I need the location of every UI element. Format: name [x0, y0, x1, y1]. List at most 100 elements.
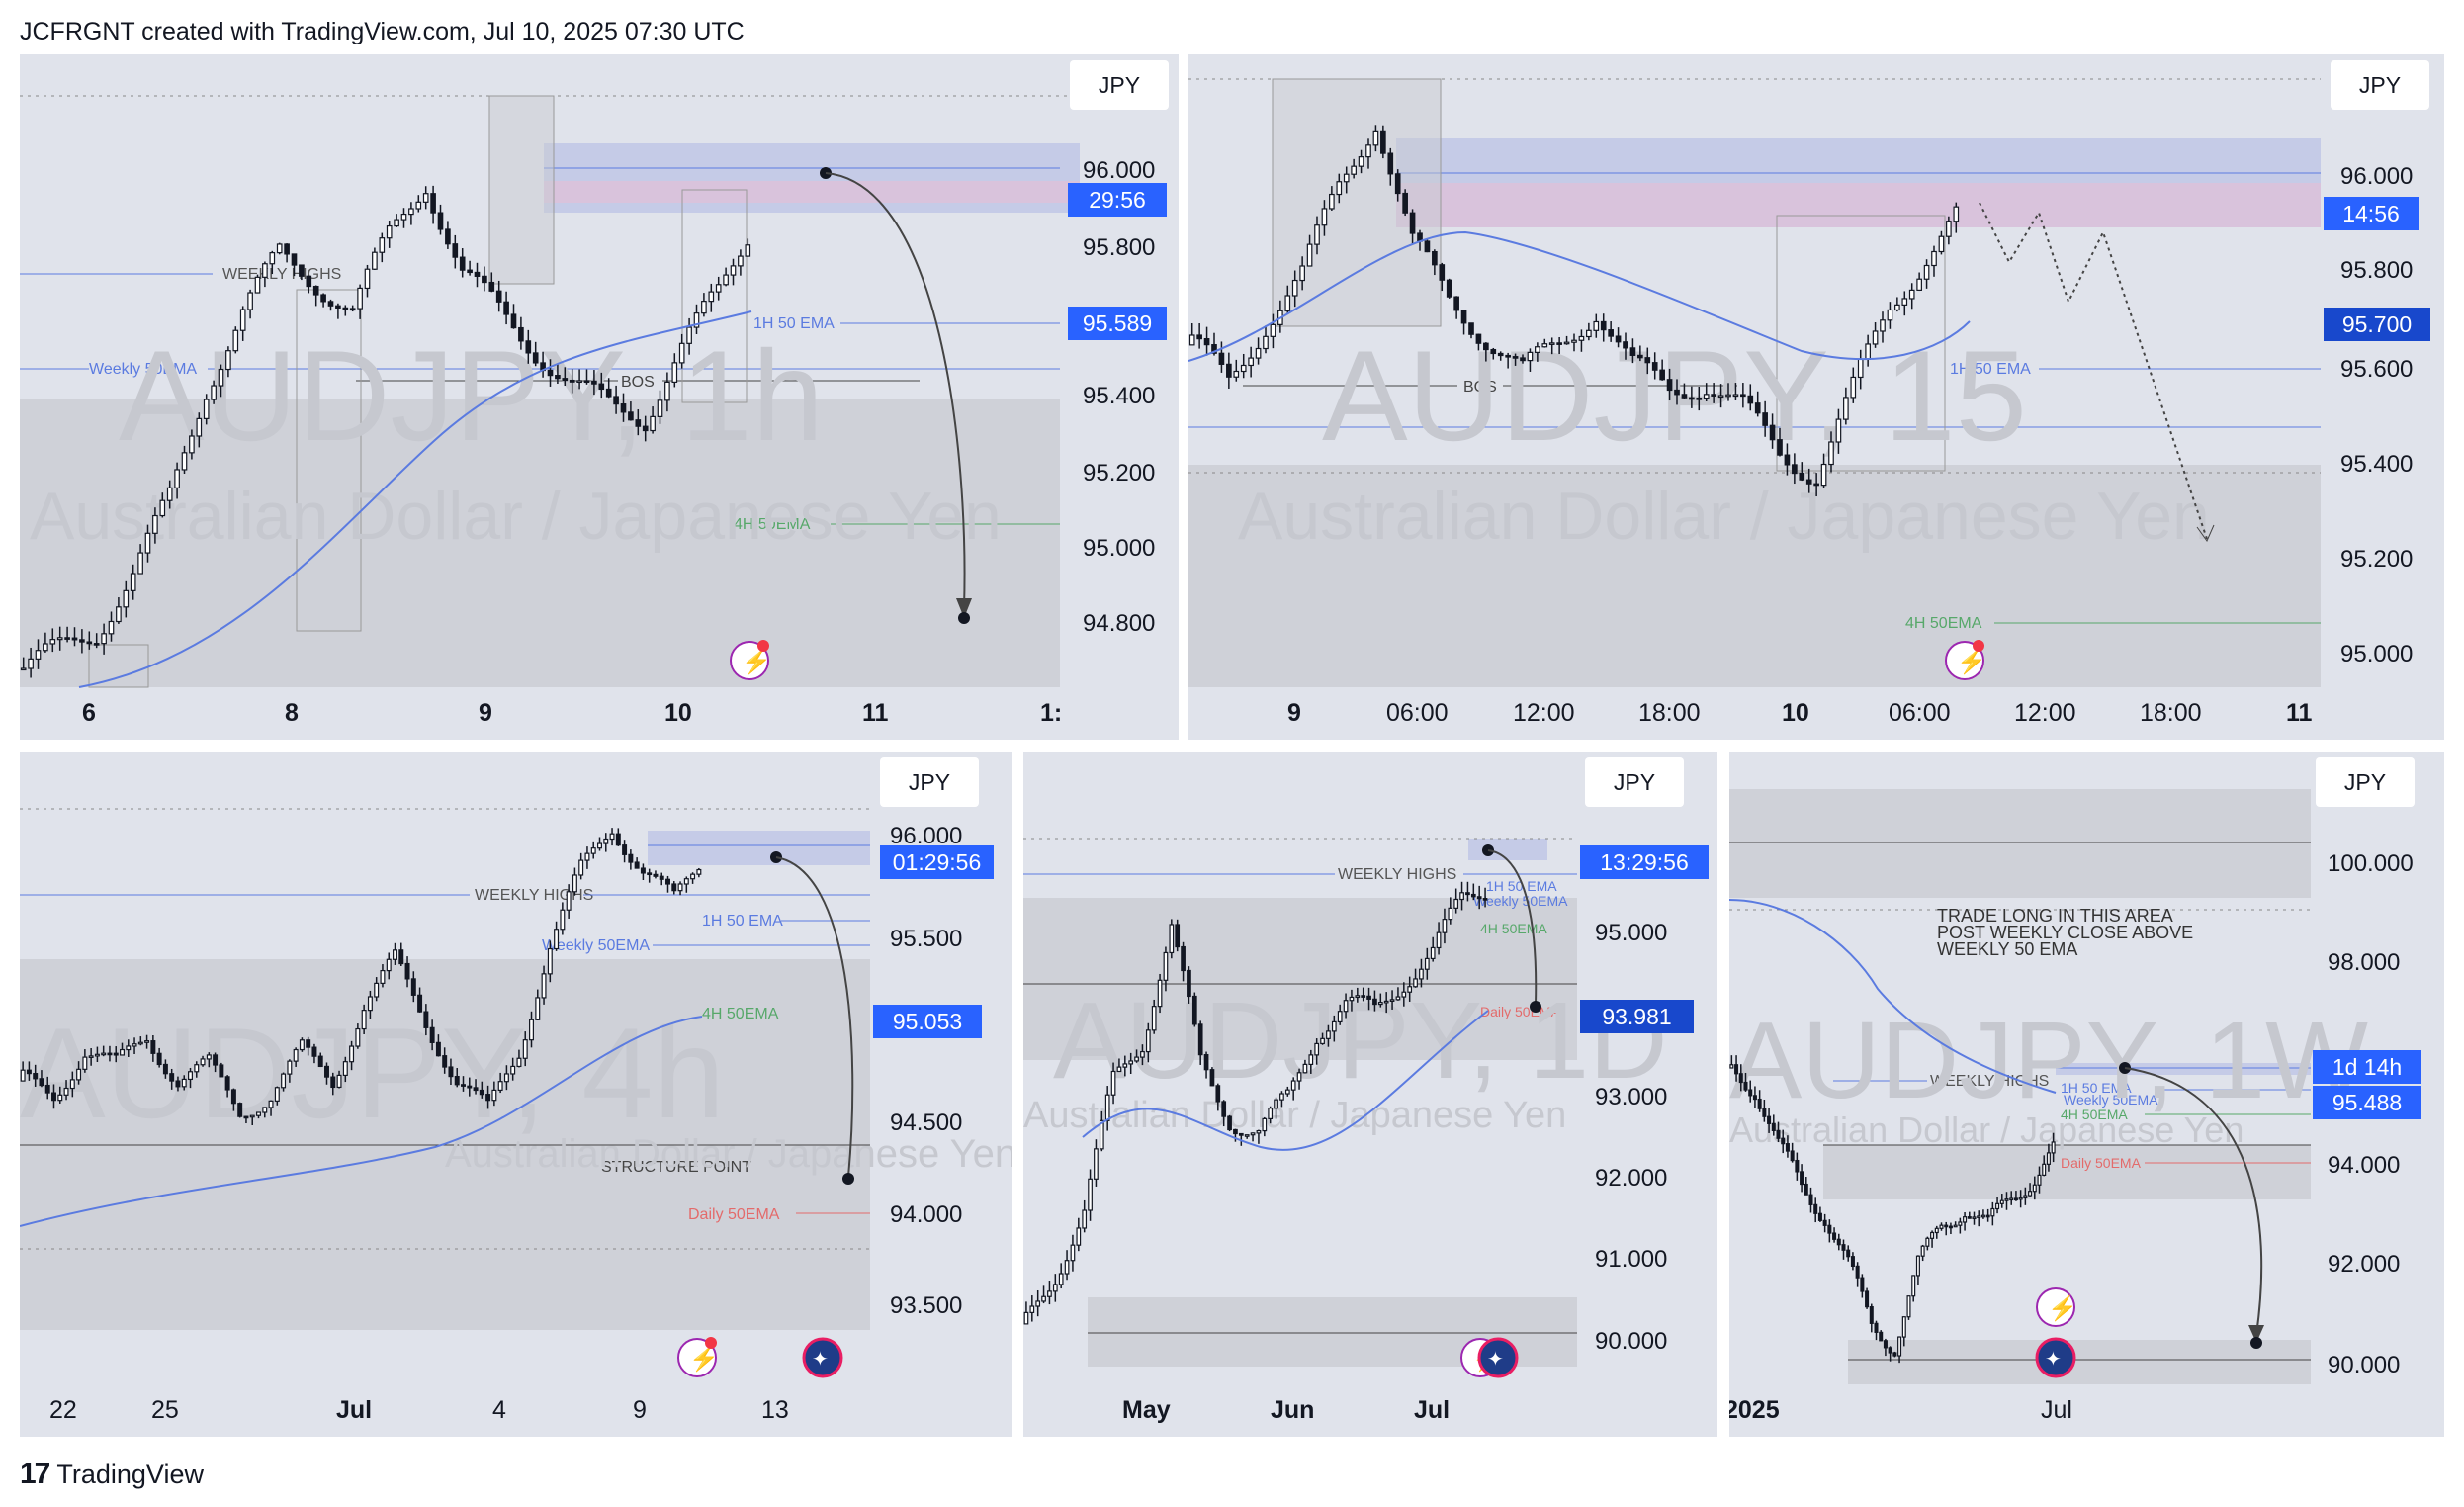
candle-body [63, 1087, 69, 1096]
candle-body [1776, 1129, 1781, 1139]
label-bos: BOS [1463, 379, 1497, 396]
candle-body [1827, 1224, 1832, 1234]
candle-body [671, 362, 678, 383]
candle-body [1938, 235, 1945, 253]
candle-body [291, 253, 298, 266]
candle-body [262, 1107, 268, 1113]
candle-body [591, 380, 597, 385]
candle-body [482, 275, 487, 284]
candle-body [101, 633, 107, 645]
watermark: AUDJPY, 4h [20, 1001, 725, 1145]
candle-body [1128, 1060, 1134, 1065]
candle-body [225, 350, 231, 371]
candle-body [1029, 1305, 1035, 1313]
candle-body [1792, 464, 1798, 475]
candle-body [479, 1089, 484, 1096]
candle-body [144, 1040, 150, 1043]
candle-body [473, 1087, 479, 1092]
candle-body [1250, 1132, 1256, 1136]
candle-body [1738, 1073, 1743, 1084]
candle-body [1401, 991, 1407, 998]
candle-body [1203, 1054, 1209, 1071]
candle-body [665, 878, 670, 885]
candle-body [1380, 130, 1386, 154]
candle-body [442, 1055, 448, 1068]
candle-body [211, 385, 217, 400]
candle-body [1600, 320, 1607, 331]
candle-body [590, 847, 596, 854]
candle-body [152, 514, 158, 534]
candle-body [1911, 1275, 1916, 1297]
candle-body [1094, 1148, 1099, 1180]
candle-body [335, 305, 341, 309]
candle-body [1732, 394, 1739, 398]
candle-body [1836, 1238, 1841, 1246]
candle-body [1448, 907, 1453, 921]
candle-body [76, 1068, 82, 1081]
candle-body [410, 978, 416, 996]
candle-body [1430, 946, 1436, 960]
candle-body [664, 381, 670, 401]
candle-body [1771, 1122, 1776, 1131]
currency-badge[interactable]: JPY [1070, 60, 1169, 110]
candle-body [459, 256, 466, 271]
lightning-icon [677, 1338, 717, 1377]
svg-text:⚡: ⚡ [742, 648, 771, 675]
candle-body [547, 369, 554, 377]
label-weekly-highs: WEEKLY HIGHS [1930, 1073, 2049, 1090]
candle-body [88, 1055, 94, 1058]
label-weekly-highs: WEEKLY HIGHS [1338, 866, 1456, 883]
candle-body [1238, 1132, 1244, 1136]
candle-body [150, 1040, 156, 1054]
candle-body [1169, 924, 1175, 954]
candle-body [312, 285, 319, 296]
candle-body [1349, 996, 1355, 1002]
candle-body [1088, 1178, 1093, 1211]
candle-body [93, 643, 100, 646]
time-tick: 10 [664, 699, 692, 727]
candle-body [1593, 320, 1600, 331]
candle-body [379, 237, 386, 253]
candle-body [159, 499, 166, 517]
chart-panel-15m[interactable]: BOS 1H 50 EMA 4H 50EMA AUDJPY, 15 Austra… [1188, 54, 2444, 740]
candle-body [2009, 1197, 2014, 1201]
candle-body [715, 284, 722, 293]
candle-body [1035, 1300, 1041, 1307]
currency-badge[interactable]: JPY [1585, 757, 1684, 807]
candle-body [188, 1071, 193, 1081]
time-tick: 10 [1782, 699, 1809, 727]
currency-badge[interactable]: JPY [2316, 757, 2415, 807]
chart-panel-4h[interactable]: WEEKLY HIGHS 1H 50 EMA Weekly 50EMA 4H 5… [20, 752, 1012, 1437]
candle-body [254, 276, 261, 294]
candle-body [1637, 354, 1643, 359]
candle-body [162, 1063, 168, 1075]
candle-body [1527, 351, 1534, 362]
time-tick: 06:00 [1889, 699, 1951, 727]
currency-badge[interactable]: JPY [2331, 60, 2429, 110]
chart-svg-1d: WEEKLY HIGHS 1H 50 EMA Weekly 50EMA 4H 5… [1023, 838, 1668, 1378]
candle-body [1041, 1295, 1046, 1302]
candle-body [1244, 1134, 1250, 1137]
candle-body [723, 274, 729, 286]
candle-body [1326, 1030, 1331, 1039]
candle-body [1482, 898, 1488, 901]
chart-panel-1d[interactable]: WEEKLY HIGHS 1H 50 EMA Weekly 50EMA 4H 5… [1023, 752, 1717, 1437]
candle-body [1082, 1209, 1088, 1229]
currency-badge[interactable]: JPY [880, 757, 979, 807]
candle-body [1967, 1216, 1972, 1219]
chart-panel-1h[interactable]: WEEKLY HIGHS Weekly 50EMA 1H 50 EMA BOS … [20, 54, 1179, 740]
chart-svg-1w: TRADE LONG IN THIS AREA POST WEEKLY CLOS… [1729, 789, 2368, 1384]
candle-body [1841, 1244, 1846, 1251]
label-4h-50ema: 4H 50EMA [734, 516, 811, 533]
candle-body [320, 294, 326, 303]
chart-svg-1h: WEEKLY HIGHS Weekly 50EMA 1H 50 EMA BOS … [20, 95, 1080, 688]
candle-body [510, 1065, 516, 1075]
candle-body [137, 552, 143, 575]
candle-body [1302, 1063, 1308, 1074]
candle-body [1820, 463, 1827, 487]
chart-panel-1w[interactable]: TRADE LONG IN THIS AREA POST WEEKLY CLOS… [1729, 752, 2444, 1437]
candle-body [120, 1048, 125, 1056]
candle-body [107, 1052, 113, 1056]
candle-body [435, 1041, 441, 1057]
candle-body [1985, 1214, 1990, 1218]
